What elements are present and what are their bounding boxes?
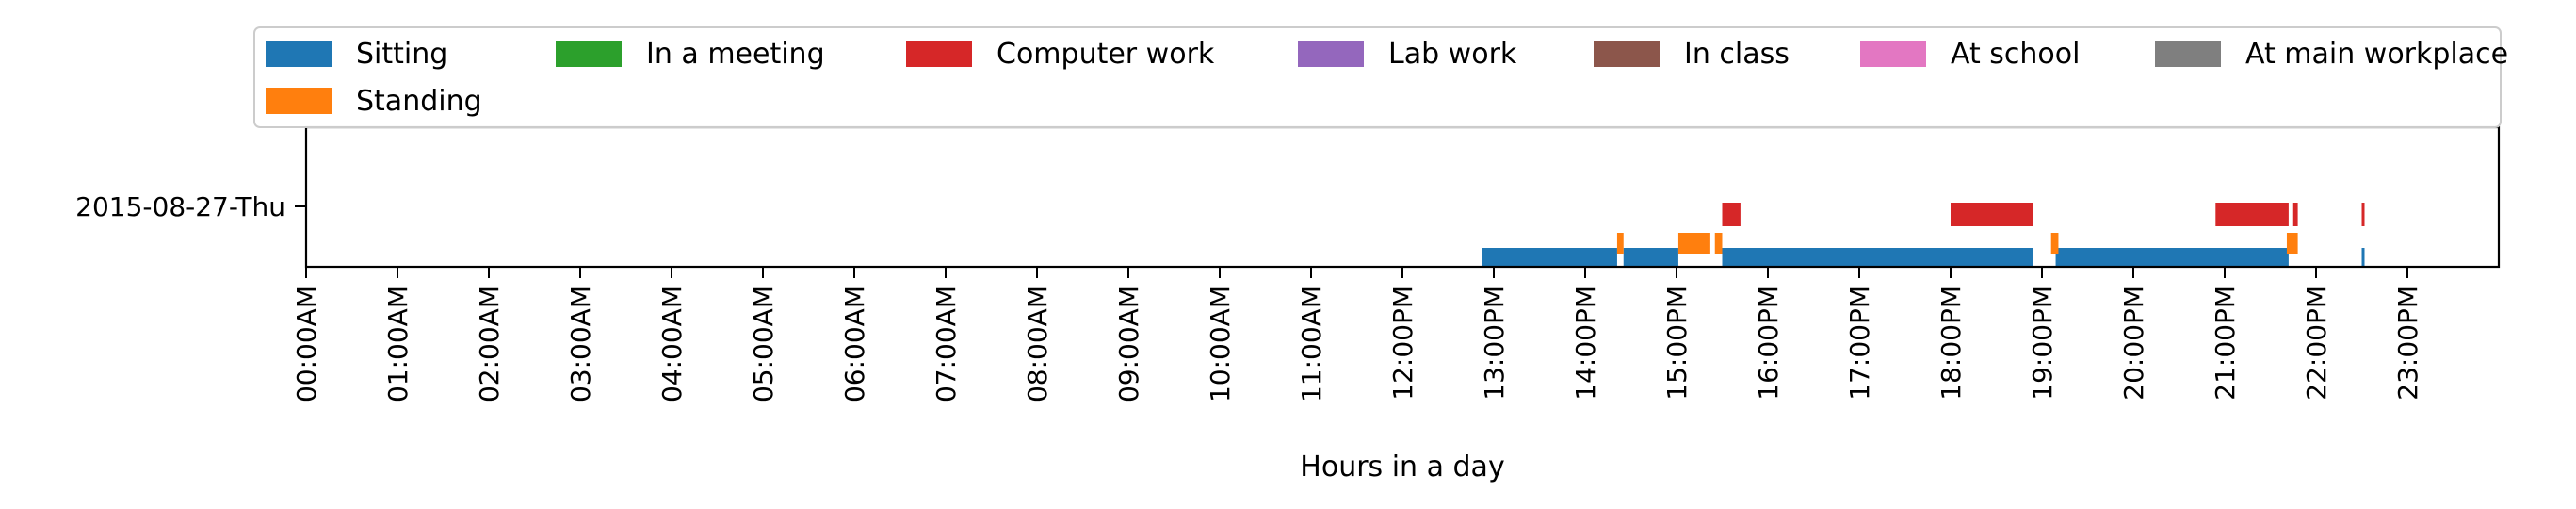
x-tick-label: 22:00PM — [2301, 286, 2332, 401]
x-tick-label: 21:00PM — [2210, 286, 2241, 401]
bars-layer — [1482, 203, 2365, 267]
legend-swatch-in-a-meeting — [556, 41, 622, 67]
x-tick-label: 00:00AM — [291, 286, 322, 402]
x-tick-label: 07:00AM — [931, 286, 962, 402]
bar-computer-work-3 — [2292, 203, 2298, 226]
bar-standing-4 — [2286, 233, 2298, 254]
bar-computer-work-2 — [2215, 203, 2289, 226]
x-tick-label: 16:00PM — [1753, 286, 1784, 401]
bar-computer-work-0 — [1722, 203, 1741, 226]
ticks-layer: 00:00AM 01:00AM 02:00AM 03:00AM 04:00AM 05:00… — [75, 191, 2423, 402]
bar-sitting-3 — [2055, 248, 2289, 267]
legend-frame — [253, 26, 2502, 128]
legend-label-standing: Standing — [356, 85, 482, 118]
x-tick-label: 23:00PM — [2392, 286, 2423, 401]
bar-computer-work-1 — [1951, 203, 2033, 226]
y-tick-label: 2015-08-27-Thu — [75, 191, 285, 222]
x-tick-label: 20:00PM — [2118, 286, 2149, 401]
x-axis-label: Hours in a day — [1300, 451, 1504, 484]
legend-swatch-standing — [266, 88, 332, 114]
bar-standing-1 — [1677, 233, 1710, 254]
plot-frame — [304, 125, 2501, 269]
legend-swatch-in-class — [1594, 41, 1660, 67]
legend-swatch-lab-work — [1298, 41, 1364, 67]
bar-standing-0 — [1616, 233, 1624, 254]
legend-swatch-sitting — [266, 41, 332, 67]
bar-sitting-0 — [1482, 248, 1617, 267]
bar-sitting-1 — [1623, 248, 1678, 267]
x-tick-label: 08:00AM — [1022, 286, 1053, 402]
legend-label-computer-work: Computer work — [996, 38, 1215, 71]
x-tick-label: 19:00PM — [2027, 286, 2058, 401]
x-tick-label: 13:00PM — [1479, 286, 1510, 401]
x-tick-label: 10:00AM — [1205, 286, 1236, 402]
bar-standing-2 — [1714, 233, 1723, 254]
legend-label-at-school: At school — [1951, 38, 2080, 71]
x-tick-label: 04:00AM — [656, 286, 688, 402]
x-tick-label: 05:00AM — [748, 286, 779, 402]
legend-label-in-a-meeting: In a meeting — [646, 38, 825, 71]
bar-computer-work-4 — [2361, 203, 2365, 226]
legend-swatch-computer-work — [906, 41, 972, 67]
x-tick-label: 17:00PM — [1844, 286, 1875, 401]
x-tick-label: 12:00PM — [1387, 286, 1418, 401]
x-tick-label: 09:00AM — [1113, 286, 1144, 402]
x-tick-label: 01:00AM — [382, 286, 413, 402]
x-tick-label: 03:00AM — [565, 286, 596, 402]
legend-label-lab-work: Lab work — [1388, 38, 1517, 71]
legend-swatch-at-school — [1860, 41, 1926, 67]
x-tick-label: 14:00PM — [1570, 286, 1601, 401]
bar-sitting-2 — [1722, 248, 2033, 267]
legend-label-at-main-workplace: At main workplace — [2245, 38, 2508, 71]
legend-label-in-class: In class — [1684, 38, 1790, 71]
x-tick-label: 11:00AM — [1296, 286, 1327, 402]
x-tick-label: 06:00AM — [839, 286, 870, 402]
bar-standing-3 — [2050, 233, 2059, 254]
x-tick-label: 15:00PM — [1661, 286, 1693, 401]
legend: Sitting Standing In a meeting Computer work… — [253, 26, 2508, 128]
legend-swatch-at-main-workplace — [2155, 41, 2221, 67]
bar-sitting-4 — [2361, 248, 2365, 267]
legend-label-sitting: Sitting — [356, 38, 447, 71]
x-tick-label: 18:00PM — [1936, 286, 1967, 401]
x-tick-label: 02:00AM — [474, 286, 505, 402]
